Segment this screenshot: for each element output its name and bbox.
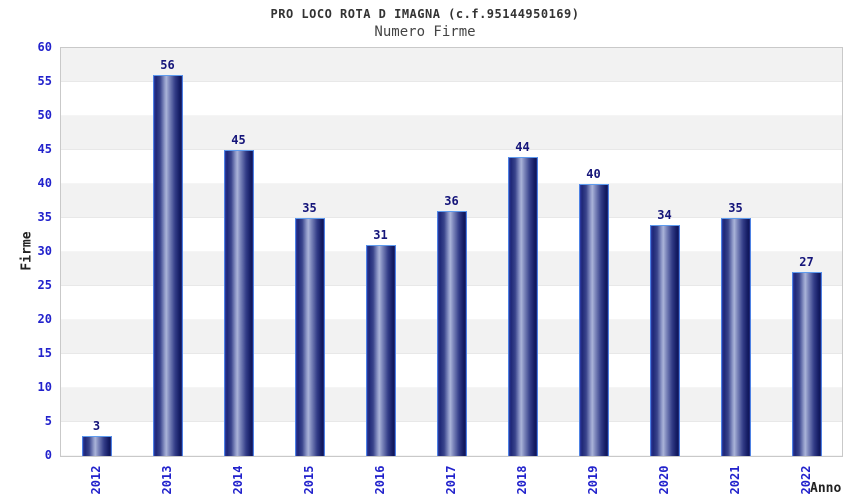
bar-2016 bbox=[365, 245, 396, 456]
y-tick-label: 20 bbox=[37, 312, 52, 326]
chart-title: PRO LOCO ROTA D IMAGNA (c.f.95144950169) bbox=[270, 7, 580, 21]
grid-band bbox=[61, 48, 842, 82]
y-tick-label: 40 bbox=[37, 176, 52, 190]
grid-band bbox=[61, 150, 842, 184]
bar-value-label: 56 bbox=[160, 58, 175, 72]
x-tick-label: 2015 bbox=[301, 465, 316, 495]
y-tick-label: 30 bbox=[37, 244, 52, 258]
y-tick-label: 10 bbox=[37, 380, 52, 394]
x-tick-label: 2018 bbox=[514, 465, 529, 495]
bar-2018 bbox=[507, 157, 538, 456]
x-tick-label: 2013 bbox=[159, 465, 174, 495]
chart-subtitle: Numero Firme bbox=[374, 24, 476, 40]
bar-value-label: 27 bbox=[799, 255, 814, 269]
bar-value-label: 36 bbox=[444, 194, 459, 208]
y-tick-label: 35 bbox=[37, 210, 52, 224]
bar-value-label: 45 bbox=[231, 133, 246, 147]
y-tick-label: 60 bbox=[37, 40, 52, 54]
y-tick-label: 45 bbox=[37, 142, 52, 156]
bar-2012 bbox=[81, 436, 112, 456]
grid-band bbox=[61, 82, 842, 116]
y-tick-label: 25 bbox=[37, 278, 52, 292]
grid-band bbox=[61, 116, 842, 150]
x-tick-label: 2021 bbox=[727, 465, 742, 495]
bar-value-label: 40 bbox=[586, 167, 601, 181]
bar-value-label: 34 bbox=[657, 208, 672, 222]
x-tick-label: 2020 bbox=[656, 465, 671, 495]
bar-value-label: 35 bbox=[728, 201, 743, 215]
bar-value-label: 44 bbox=[515, 140, 530, 154]
x-tick-label: 2022 bbox=[798, 465, 813, 495]
y-tick-label: 55 bbox=[37, 74, 52, 88]
x-tick-label: 2012 bbox=[88, 465, 103, 495]
bar-2014 bbox=[223, 150, 254, 456]
y-tick-label: 5 bbox=[44, 414, 52, 428]
bar-2022 bbox=[791, 272, 822, 456]
bar-2013 bbox=[152, 75, 183, 456]
bar-value-label: 35 bbox=[302, 201, 317, 215]
bar-2017 bbox=[436, 211, 467, 456]
x-axis-title: Anno bbox=[810, 481, 842, 496]
bars-layer: 3 56 45 35 31 36 44 40 34 35 27 bbox=[61, 48, 842, 456]
x-tick-label: 2016 bbox=[372, 465, 387, 495]
x-tick-label: 2019 bbox=[585, 465, 600, 495]
plot-area: 3 56 45 35 31 36 44 40 34 35 27 bbox=[60, 47, 843, 457]
y-tick-label: 15 bbox=[37, 346, 52, 360]
bar-2021 bbox=[720, 218, 751, 456]
bar-2020 bbox=[649, 225, 680, 456]
bar-value-label: 3 bbox=[92, 419, 101, 433]
y-tick-label: 0 bbox=[44, 448, 52, 462]
bar-2019 bbox=[578, 184, 609, 456]
x-tick-label: 2017 bbox=[443, 465, 458, 495]
y-tick-label: 50 bbox=[37, 108, 52, 122]
bar-2015 bbox=[294, 218, 325, 456]
bar-value-label: 31 bbox=[373, 228, 388, 242]
x-tick-label: 2014 bbox=[230, 465, 245, 495]
